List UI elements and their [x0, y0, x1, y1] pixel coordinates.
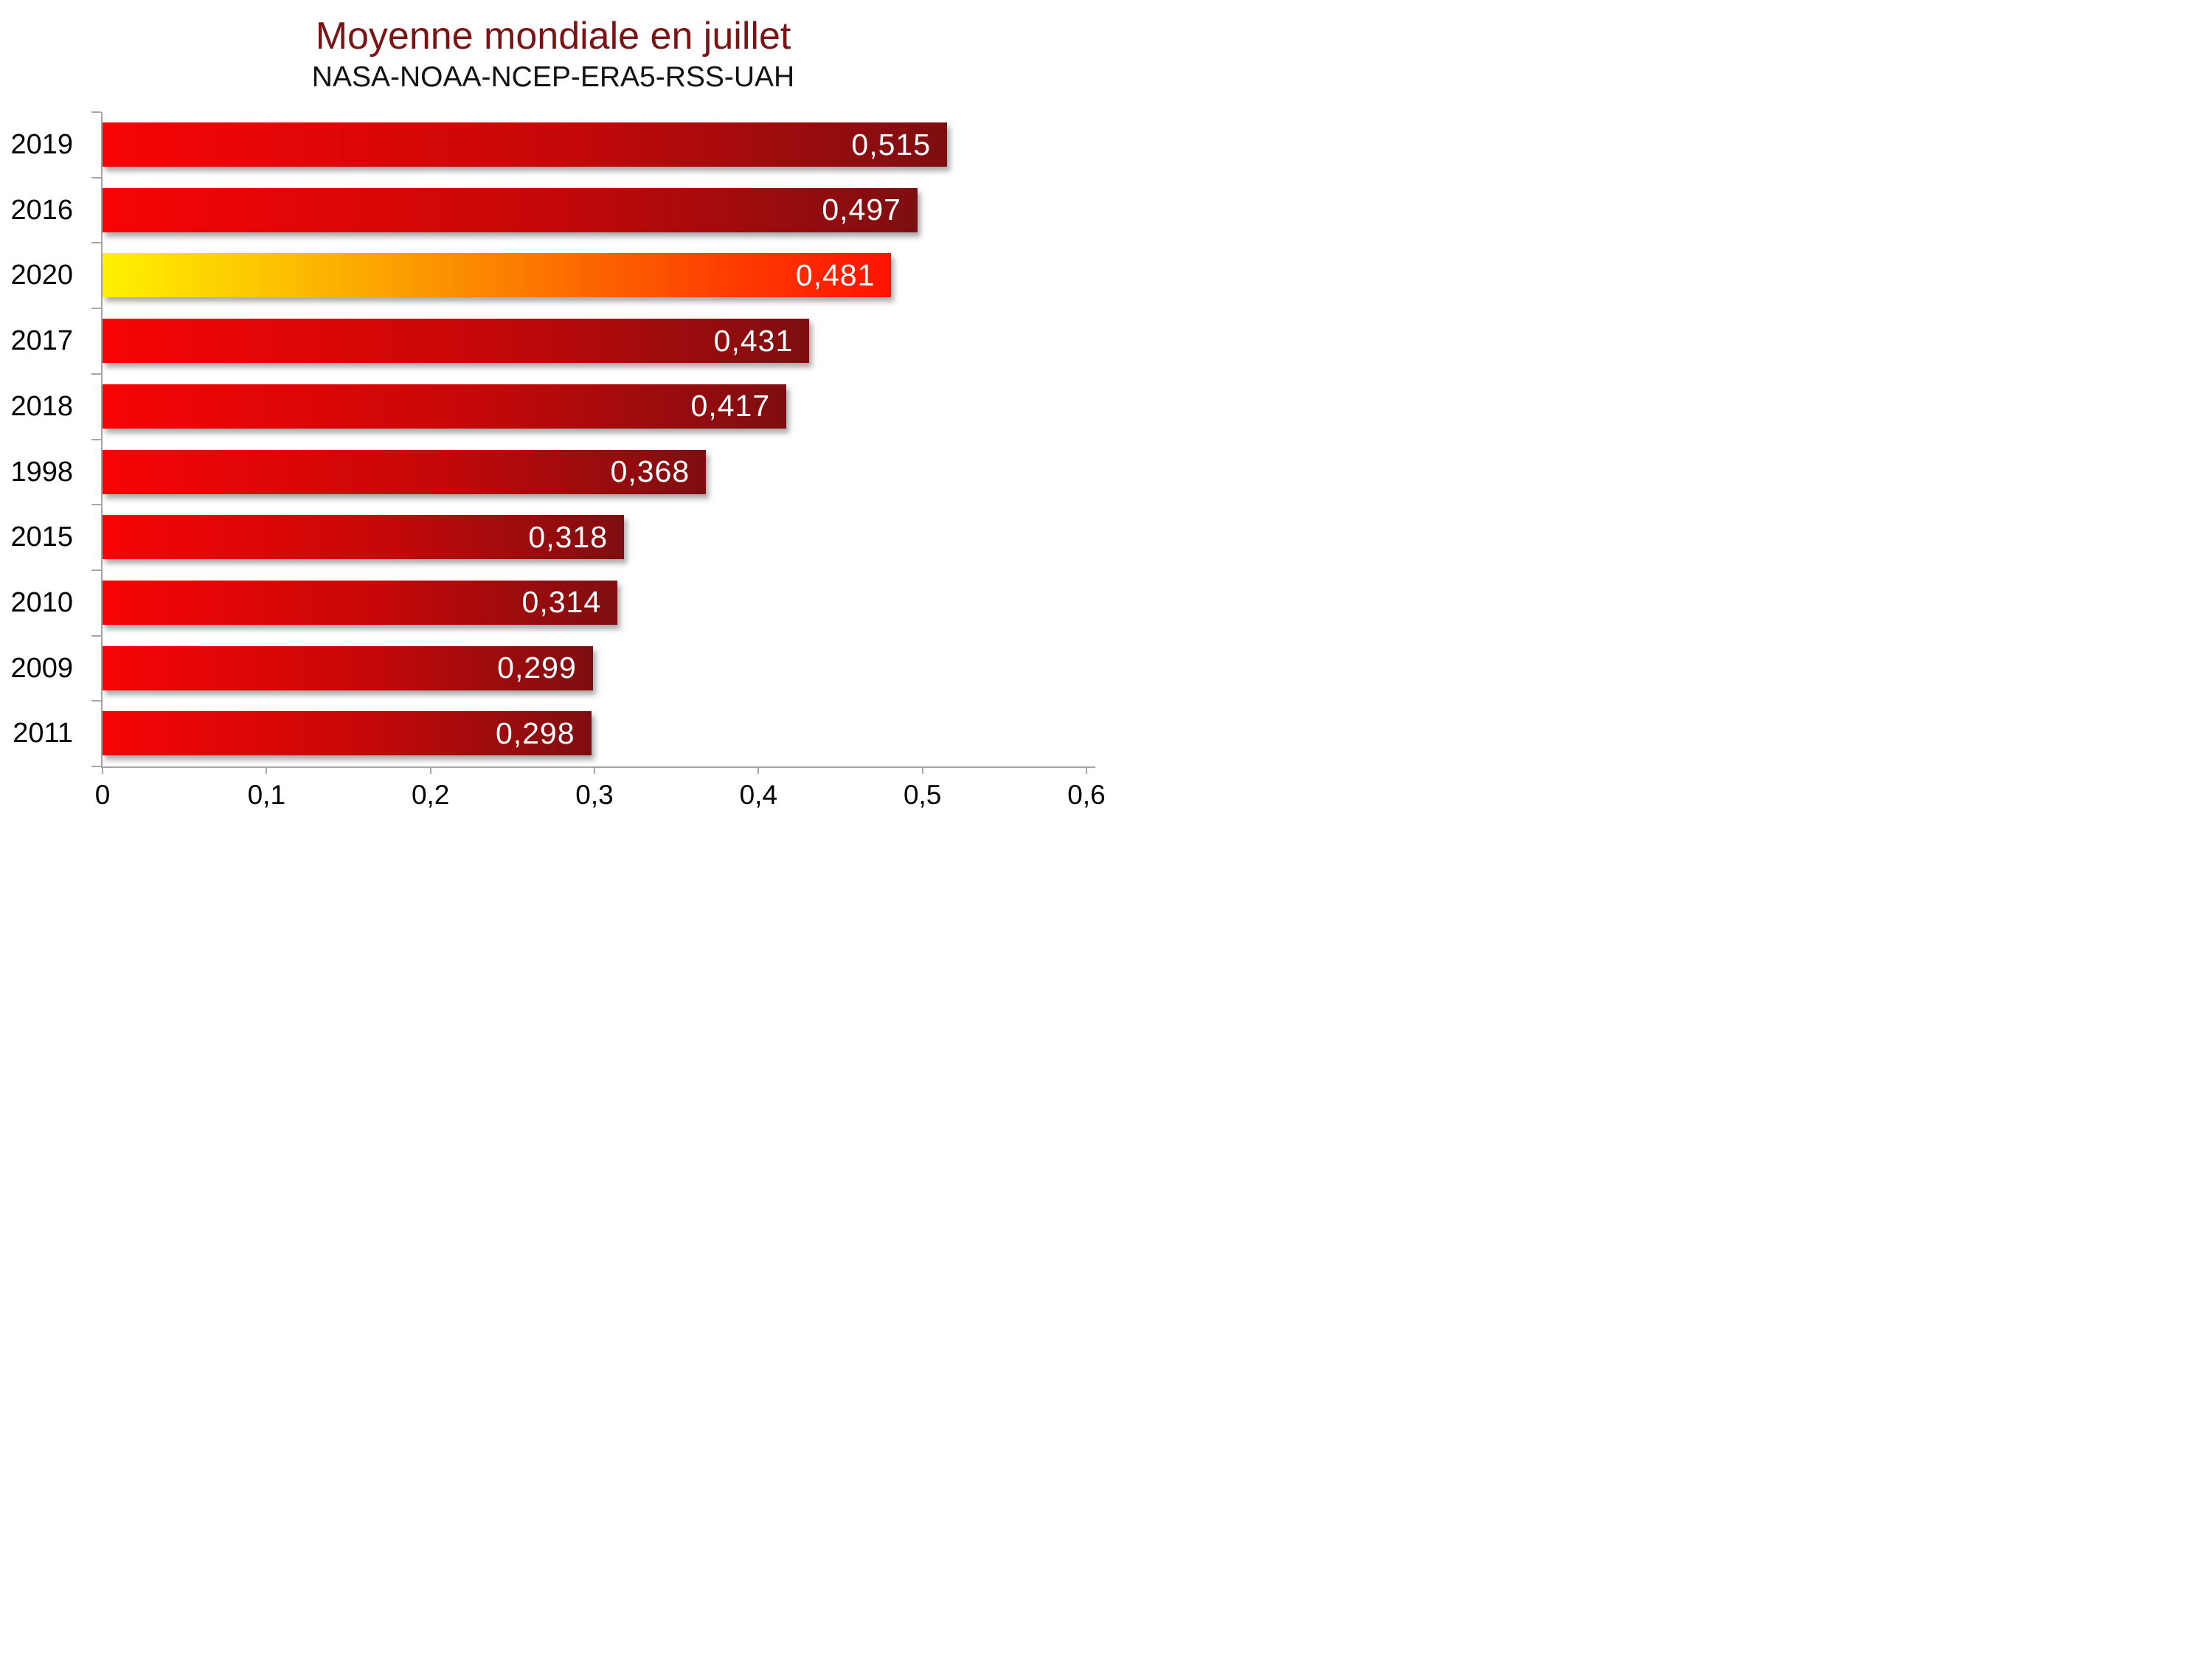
y-axis-category-label: 1998: [10, 456, 73, 488]
y-axis-tick: [91, 111, 101, 113]
x-axis-tick: [594, 766, 595, 774]
bar-value-label: 0,417: [690, 389, 771, 423]
chart-header: Moyenne mondiale en juillet NASA-NOAA-NC…: [0, 15, 1106, 94]
x-axis-tick-label: 0,1: [247, 780, 286, 810]
x-axis-tick: [921, 766, 923, 774]
chart-canvas: Moyenne mondiale en juillet NASA-NOAA-NC…: [0, 0, 1106, 830]
bar-row: 2016 0,497: [10, 178, 1086, 243]
bar-2015[interactable]: 0,318: [103, 515, 625, 560]
y-axis-category-label: 2011: [13, 718, 73, 749]
x-axis-tick-label: 0,3: [575, 780, 614, 810]
bar-value-label: 0,318: [528, 519, 609, 554]
bar-row: 2018 0,417: [10, 374, 1086, 440]
y-axis-category-label: 2017: [10, 325, 73, 357]
x-axis-tick-label: 0,5: [903, 780, 942, 810]
bar-2009[interactable]: 0,299: [103, 645, 593, 690]
x-axis-tick: [429, 766, 431, 774]
bar-row: 2010 0,314: [10, 570, 1086, 636]
bar-row: 2017 0,431: [10, 308, 1086, 374]
bar-value-label: 0,431: [713, 323, 794, 358]
chart-title: Moyenne mondiale en juillet: [315, 15, 791, 58]
y-axis-category-label: 2015: [10, 522, 73, 553]
bar-2011[interactable]: 0,298: [103, 711, 592, 756]
y-axis-tick: [91, 373, 101, 375]
x-axis-tick-label: 0: [94, 780, 111, 810]
y-axis-tick: [91, 569, 101, 571]
y-axis-tick: [91, 700, 101, 702]
bar-row: 2015 0,318: [10, 505, 1086, 570]
bar-value-label: 0,368: [610, 454, 690, 488]
bar-row: 2019 0,515: [10, 112, 1086, 178]
bar-2016[interactable]: 0,497: [103, 187, 918, 232]
chart-subtitle: NASA-NOAA-NCEP-ERA5-RSS-UAH: [311, 60, 795, 93]
y-axis-tick: [91, 766, 101, 767]
bar-row: 2011 0,298: [13, 701, 1086, 766]
y-axis-category-label: 2009: [10, 652, 73, 684]
y-axis-category-label: 2018: [10, 390, 73, 422]
x-axis-line: [101, 766, 1095, 768]
bar-row: 2020 0,481: [10, 243, 1086, 308]
bar-value-label: 0,497: [822, 193, 901, 227]
x-axis-tick-label: 0,6: [1067, 780, 1106, 810]
y-axis-line: [101, 112, 103, 766]
plot-area: 2019 0,515 2016 0,497 2020 0,481 2017 0,431 2018…: [10, 111, 1106, 810]
y-axis-tick: [91, 242, 101, 244]
bar-1998[interactable]: 0,368: [103, 449, 707, 494]
bar-2019[interactable]: 0,515: [103, 122, 948, 167]
x-axis-tick: [1086, 766, 1087, 774]
y-axis-category-label: 2020: [10, 260, 73, 291]
bar-2018[interactable]: 0,417: [103, 384, 787, 429]
bar-2017[interactable]: 0,431: [103, 319, 810, 364]
x-axis-tick: [266, 766, 268, 774]
x-axis-tick-label: 0,4: [739, 780, 778, 810]
bar-row: 2009 0,299: [10, 636, 1086, 702]
y-axis-tick: [91, 176, 101, 179]
bar-value-label: 0,298: [495, 716, 575, 750]
x-axis-tick-label: 0,2: [411, 780, 450, 810]
bar-row: 1998 0,368: [10, 440, 1086, 505]
bar-value-label: 0,481: [795, 257, 876, 292]
y-axis-tick: [91, 634, 101, 637]
y-axis-tick: [91, 308, 101, 310]
bar-2020[interactable]: 0,481: [103, 253, 892, 298]
y-axis-category-label: 2019: [10, 129, 73, 160]
bar-value-label: 0,299: [497, 651, 577, 685]
y-axis-category-label: 2010: [10, 586, 73, 618]
x-axis-tick: [102, 766, 103, 774]
bar-value-label: 0,515: [851, 127, 932, 162]
y-axis-tick: [91, 504, 101, 506]
x-axis-tick: [757, 766, 760, 774]
y-axis-category-label: 2016: [10, 194, 73, 226]
y-axis-tick: [91, 438, 101, 440]
bar-value-label: 0,314: [521, 585, 602, 620]
bar-2010[interactable]: 0,314: [103, 580, 618, 625]
